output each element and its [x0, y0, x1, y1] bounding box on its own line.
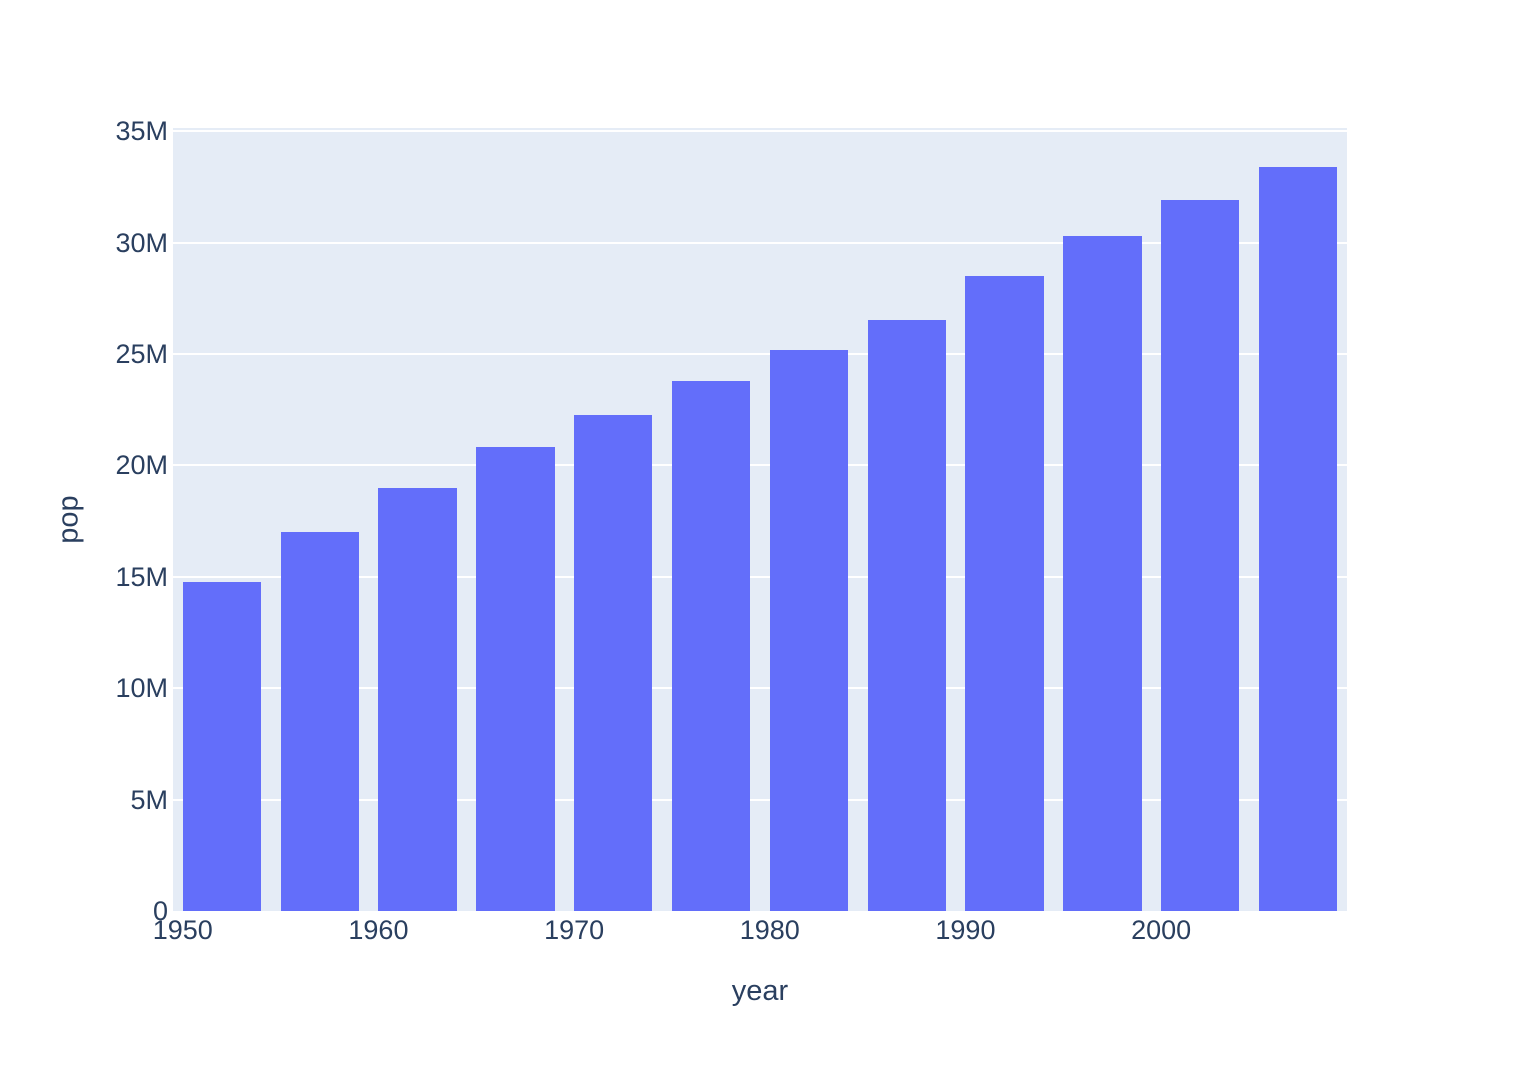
y-tick-5M: 5M — [130, 784, 168, 815]
y-tick-20M: 20M — [115, 450, 168, 481]
gridline-25M — [173, 353, 1347, 356]
x-tick-1980: 1980 — [739, 915, 800, 945]
x-axis-title: year — [731, 975, 789, 1007]
bar-1957[interactable] — [280, 532, 359, 911]
bar-1967[interactable] — [476, 447, 555, 911]
bar-1952[interactable] — [182, 581, 262, 911]
gridline-30M — [173, 241, 1347, 244]
gridline-20M — [173, 464, 1347, 467]
bar-1987[interactable] — [867, 319, 946, 911]
gridline-15M — [173, 575, 1347, 578]
bar-1997[interactable] — [1063, 235, 1142, 911]
bar-1962[interactable] — [378, 488, 457, 911]
y-axis-title: pop — [52, 494, 85, 544]
bar-1992[interactable] — [965, 275, 1044, 911]
bar-2002[interactable] — [1161, 200, 1240, 911]
bar-1977[interactable] — [671, 380, 751, 911]
y-tick-10M: 10M — [115, 673, 168, 704]
x-tick-2000: 2000 — [1131, 915, 1192, 945]
bar-2007[interactable] — [1258, 167, 1338, 911]
bar-1982[interactable] — [769, 349, 849, 911]
y-tick-15M: 15M — [115, 561, 168, 592]
x-tick-1950: 1950 — [152, 915, 213, 945]
y-tick-30M: 30M — [115, 227, 168, 258]
x-tick-1970: 1970 — [544, 915, 605, 945]
gridline-10M — [173, 687, 1347, 690]
plot-area[interactable] — [173, 128, 1347, 911]
y-tick-35M: 35M — [115, 116, 168, 147]
y-tick-25M: 25M — [115, 339, 168, 370]
gridline-5M — [173, 798, 1347, 801]
gridline-35M — [173, 130, 1347, 133]
x-tick-1990: 1990 — [935, 915, 996, 945]
y-tick-0: 0 — [152, 896, 168, 926]
bar-1972[interactable] — [574, 414, 653, 911]
x-tick-1960: 1960 — [348, 915, 409, 945]
